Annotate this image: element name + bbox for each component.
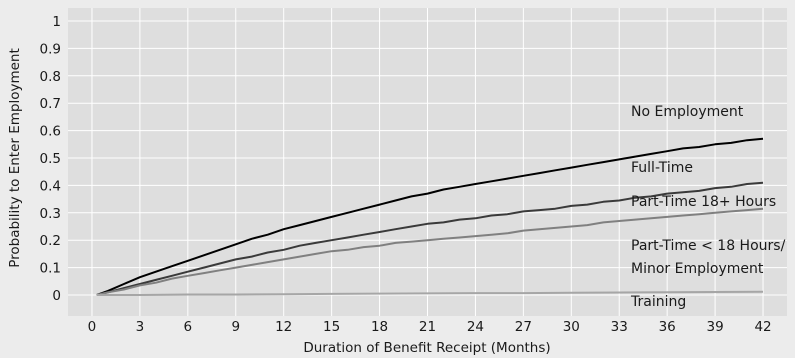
x-tick-label: 24: [467, 319, 484, 335]
y-tick-label: 0.9: [40, 41, 61, 57]
x-tick-label: 30: [563, 319, 580, 335]
x-tick-label: 33: [611, 319, 628, 335]
label-part-time-under-18-line1: Part-Time < 18 Hours/: [631, 238, 786, 254]
y-tick-label: 0.2: [40, 233, 61, 249]
series-line-training: [96, 290, 764, 296]
label-no-employment: No Employment: [631, 104, 744, 120]
x-tick-label: 15: [323, 319, 340, 335]
y-tick-label: 0.3: [40, 206, 61, 222]
series-line-part-time-18-hours: [96, 207, 764, 296]
y-tick-label: 1: [52, 14, 61, 30]
y-tick-label: 0: [52, 288, 61, 304]
x-tick-label: 27: [515, 319, 532, 335]
y-tick-label: 0.5: [40, 151, 61, 167]
series-line-full-time: [96, 181, 764, 296]
y-tick-label: 0.4: [40, 178, 61, 194]
y-axis-title: Probability to Enter Employment: [7, 48, 23, 268]
x-tick-labels: 0 3 6 9 12 15 18 21 24 27 30 33 36 39 42: [88, 319, 772, 335]
x-tick-label: 36: [659, 319, 676, 335]
y-tick-label: 0.1: [40, 261, 61, 277]
label-part-time-18-plus: Part-Time 18+ Hours: [631, 194, 776, 210]
x-tick-label: 6: [184, 319, 193, 335]
x-tick-label: 39: [707, 319, 724, 335]
x-axis-title: Duration of Benefit Receipt (Months): [303, 340, 550, 356]
x-tick-label: 0: [88, 319, 97, 335]
y-tick-label: 0.7: [40, 96, 61, 112]
gridlines: [68, 8, 787, 316]
label-part-time-under-18-line2: Minor Employment: [631, 261, 764, 277]
x-tick-label: 18: [371, 319, 388, 335]
y-tick-label: 0.6: [40, 124, 61, 140]
x-tick-label: 3: [136, 319, 145, 335]
x-tick-label: 21: [419, 319, 436, 335]
x-tick-label: 42: [754, 319, 771, 335]
x-tick-label: 9: [231, 319, 240, 335]
y-tick-labels: 0 0.1 0.2 0.3 0.4 0.5 0.6 0.7 0.8 0.9 1: [40, 14, 61, 304]
label-full-time: Full-Time: [631, 160, 693, 176]
series-lines: [96, 137, 764, 296]
y-tick-label: 0.8: [40, 69, 61, 85]
x-tick-label: 12: [275, 319, 292, 335]
series-line-no-employment: [96, 137, 764, 296]
label-training: Training: [630, 294, 686, 310]
